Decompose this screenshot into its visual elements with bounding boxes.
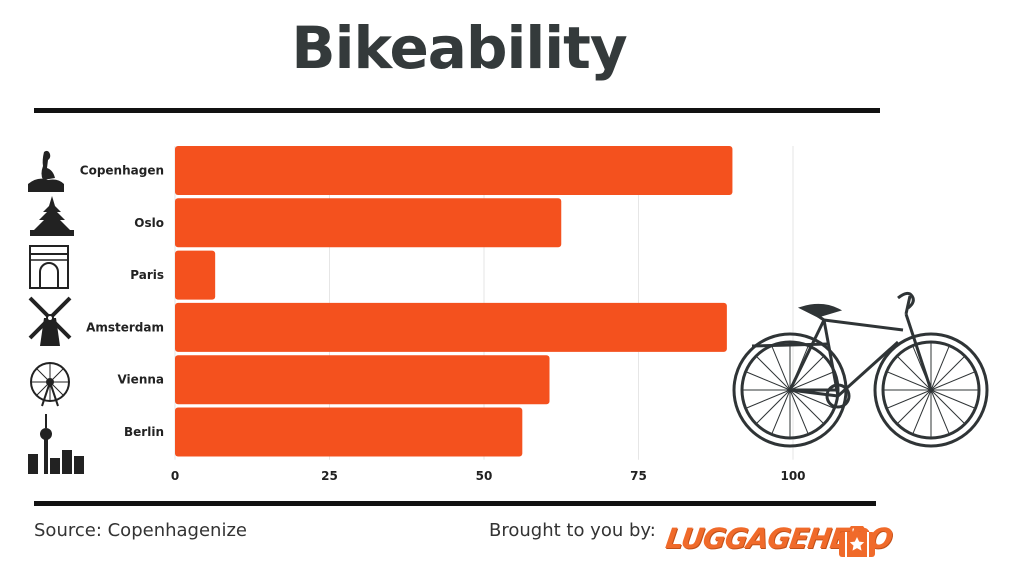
category-label: Vienna [117,373,164,387]
source-note: Source: Copenhagenize [34,520,247,541]
tv-tower-skyline-icon [28,414,84,474]
bar-oslo [175,198,562,248]
windmill-icon [28,296,72,346]
bar-vienna [175,355,550,405]
bar-berlin [175,407,523,457]
x-tick-label: 0 [171,469,179,483]
top-divider [34,108,880,113]
bottom-divider [34,501,876,506]
arc-de-triomphe-icon [29,245,69,289]
category-label: Berlin [124,425,164,439]
bicycle-icon [732,291,989,448]
stave-church-icon [30,196,74,236]
brought-by-label: Brought to you by: [489,520,656,541]
chart-title: Bikeability [291,14,627,82]
ferris-wheel-icon [30,362,70,407]
category-label: Paris [130,268,164,282]
bar-chart: Copenhagen Oslo Paris Amsterdam Vienna Berlin… [80,146,806,483]
x-tick-label: 75 [630,469,647,483]
category-label: Oslo [134,216,164,230]
suitcase-star-icon [839,526,875,557]
bar-copenhagen [175,146,733,195]
little-mermaid-icon [28,150,64,192]
x-tick-label: 50 [476,469,493,483]
category-label: Copenhagen [80,164,164,178]
x-tick-label: 100 [780,469,805,483]
bar-amsterdam [175,302,727,352]
category-label: Amsterdam [86,320,164,334]
x-tick-label: 25 [321,469,338,483]
bar-paris [175,250,216,300]
